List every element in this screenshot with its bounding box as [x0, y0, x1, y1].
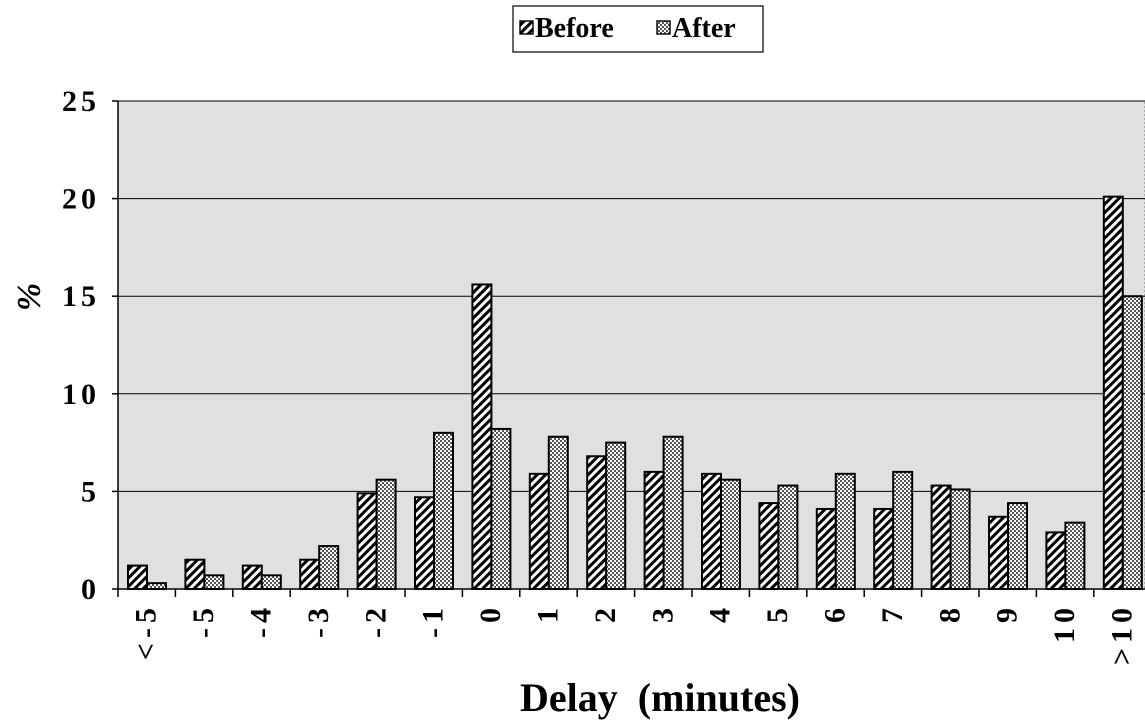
y-axis-title: %	[11, 283, 48, 311]
bar-before	[758, 502, 780, 590]
x-tick-label: 10	[1048, 603, 1081, 643]
bar-after	[720, 478, 741, 590]
bar-after	[1121, 295, 1143, 590]
x-axis-title: Delay (minutes)	[520, 675, 800, 720]
bar-before	[471, 283, 493, 590]
bar-after	[834, 472, 856, 590]
bar-after	[662, 435, 684, 590]
bar-before	[184, 558, 206, 590]
x-tick-label: -3	[302, 603, 335, 638]
legend-label-after: After	[672, 13, 736, 44]
y-tick-labels: 0 5 10 15 20 25	[62, 85, 100, 606]
bar-before	[930, 484, 952, 591]
bar-after	[260, 574, 282, 590]
y-tick-label: 10	[62, 378, 100, 411]
bar-before	[241, 564, 263, 590]
x-tick-label: -2	[359, 603, 392, 638]
bar-before	[586, 455, 608, 590]
plot-area	[117, 100, 1145, 590]
y-tick-label: 5	[81, 475, 100, 508]
x-tick-label: 4	[704, 603, 737, 623]
bar-before	[873, 507, 895, 590]
bar-before	[528, 472, 550, 590]
bar-before	[701, 472, 722, 590]
bar-before	[1045, 531, 1067, 591]
y-tick-label: 20	[62, 183, 100, 216]
x-tick-label: 8	[933, 603, 966, 623]
bar-before	[815, 507, 837, 590]
bar-before	[356, 492, 378, 590]
legend-swatch-before	[519, 20, 534, 35]
bar-after	[949, 488, 971, 590]
bar-before	[127, 564, 148, 590]
x-tick-label: 0	[474, 603, 507, 623]
y-tick-label: 0	[81, 573, 100, 606]
bar-after	[146, 582, 167, 590]
bars	[127, 195, 1143, 591]
bar-after	[490, 427, 512, 590]
legend-swatch-after	[656, 20, 671, 35]
x-tick-labels: <-5 -5 -4 -3 -2 -1 0 1 2 3 4 5 6 7 8 9 10 >10	[130, 603, 1139, 665]
bar-after	[1064, 521, 1086, 591]
x-tick-label: -1	[417, 603, 450, 638]
x-tick-label: >10	[1106, 603, 1139, 665]
x-tick-label: 9	[991, 603, 1024, 623]
x-tick-label: -5	[187, 603, 220, 638]
legend-box	[512, 5, 764, 53]
legend-label-before: Before	[535, 13, 614, 44]
x-tick-label: 1	[532, 603, 565, 623]
bar-after	[1007, 502, 1028, 590]
bar-before	[414, 496, 435, 591]
x-tick-label: -4	[245, 603, 278, 638]
bar-after	[605, 441, 627, 590]
bar-before	[299, 558, 321, 590]
x-ticks	[117, 589, 1095, 597]
y-tick-label: 15	[62, 280, 100, 313]
bar-after	[318, 545, 340, 591]
bar-after	[433, 431, 454, 590]
bar-after	[777, 484, 799, 591]
y-tick-label: 25	[62, 85, 100, 118]
bar-before	[988, 515, 1009, 590]
bar-before	[643, 470, 665, 591]
x-tick-label: 5	[761, 603, 794, 623]
bar-after	[375, 478, 397, 590]
gridlines	[112, 100, 1145, 590]
x-tick-label: 2	[589, 603, 622, 623]
x-tick-label: 3	[646, 603, 679, 623]
legend: Before After	[512, 5, 764, 53]
bar-before	[1102, 195, 1124, 590]
bar-after	[203, 574, 225, 590]
x-tick-label: 7	[876, 603, 909, 623]
bar-after	[892, 470, 914, 591]
bar-after	[547, 435, 569, 590]
x-tick-label: 6	[819, 603, 852, 623]
x-tick-label: <-5	[130, 603, 163, 660]
